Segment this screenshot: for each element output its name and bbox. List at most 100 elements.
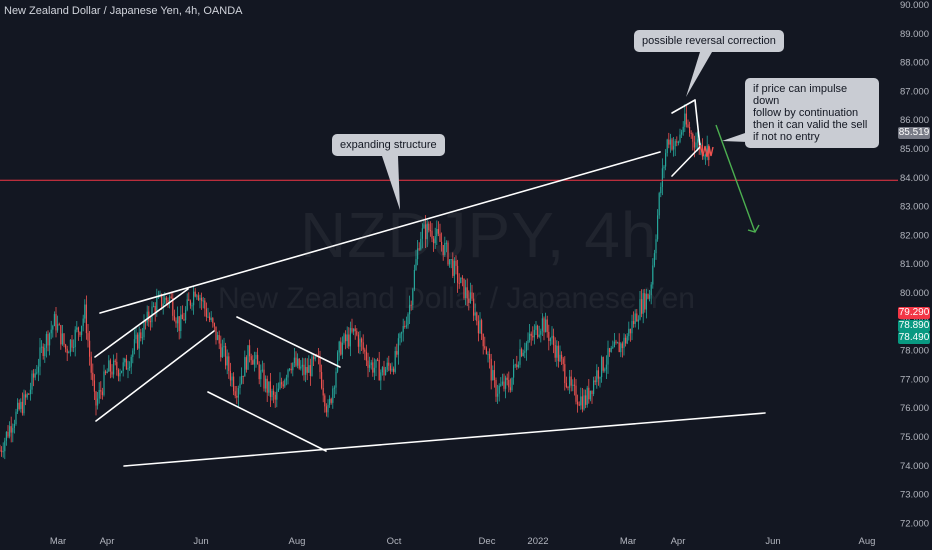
candle-body [169, 296, 171, 303]
channel-left-top[interactable] [94, 288, 189, 358]
candle-body [439, 233, 441, 242]
candle-body [260, 370, 262, 380]
candle-body [205, 308, 207, 317]
candle-body [173, 315, 175, 321]
candle-body [116, 361, 118, 370]
candle-body [703, 155, 705, 157]
candle-body [441, 241, 443, 246]
candle-body [346, 334, 348, 342]
candle-body [401, 332, 403, 334]
candle-body [527, 340, 529, 344]
candle-body [282, 384, 284, 387]
time-tick-label: Mar [50, 536, 66, 547]
candle-body [509, 387, 511, 391]
candle-body [695, 142, 697, 148]
candle-body [297, 358, 299, 366]
candle-body [661, 168, 663, 187]
down-arrow[interactable] [715, 124, 760, 233]
candle-body [380, 372, 382, 381]
lower-trendline[interactable] [123, 412, 766, 467]
candle-body [615, 341, 617, 343]
trendline-drawings[interactable] [94, 99, 766, 467]
candle-body [265, 378, 267, 389]
candle-body [10, 426, 12, 433]
candle-body [476, 312, 478, 322]
candle-body [266, 378, 268, 393]
candle-body [473, 298, 475, 316]
time-tick-label: Apr [671, 536, 686, 547]
wedge-bottom[interactable] [207, 391, 327, 452]
candle-body [233, 376, 235, 392]
candle-body [137, 334, 139, 349]
candle-body [341, 342, 343, 355]
candle-body [463, 278, 465, 299]
candle-body [335, 371, 337, 388]
candle-body [47, 334, 49, 346]
price-tick-label: 87.000 [900, 86, 929, 97]
reversal-triangle-side[interactable] [694, 99, 701, 148]
candle-body [39, 347, 41, 367]
candle-body [340, 341, 342, 355]
candle-body [180, 314, 182, 331]
candle-body [197, 295, 199, 300]
candle-body [653, 253, 655, 266]
candle-body [218, 335, 220, 344]
price-tick-label: 74.000 [900, 461, 929, 472]
candle-body [321, 372, 323, 388]
candle-body [394, 351, 396, 372]
candle-body [84, 304, 86, 319]
candle-body [319, 356, 321, 373]
candle-body [588, 387, 590, 400]
candle-body [426, 223, 428, 240]
candle-body [445, 242, 447, 244]
candle-body [293, 357, 295, 364]
candle-body [365, 351, 367, 361]
candle-body [399, 333, 401, 339]
callout-sell-note[interactable]: if price can impulse down follow by cont… [745, 78, 879, 148]
callout-reversal[interactable]: possible reversal correction [634, 30, 784, 52]
reversal-triangle-top[interactable] [671, 99, 696, 114]
candle-body [666, 139, 668, 154]
candle-body [95, 391, 97, 406]
candle-body [397, 338, 399, 355]
reversal-triangle-bottom[interactable] [671, 146, 701, 177]
candle-body [436, 229, 438, 237]
candle-body [428, 223, 430, 231]
candle-body [285, 377, 287, 381]
candle-body [250, 356, 252, 361]
candle-body [135, 334, 137, 340]
callout-expanding-structure[interactable]: expanding structure [332, 134, 445, 156]
candle-body [191, 305, 193, 307]
candle-body [122, 362, 124, 371]
candle-body [375, 359, 377, 368]
candle-body [679, 134, 681, 142]
candle-body [548, 331, 550, 342]
candle-body [685, 113, 687, 125]
wedge-top[interactable] [236, 316, 341, 368]
candle-body [533, 329, 535, 338]
upper-trendline[interactable] [99, 151, 661, 314]
candle-body [490, 358, 492, 381]
candle-body [469, 292, 471, 303]
candle-body [633, 321, 635, 324]
price-tag-green-2: 78.490 [898, 332, 930, 344]
time-axis[interactable]: Mar Apr Jun Aug Oct Dec 2022 Mar Apr Jun Aug [50, 536, 876, 547]
candle-body [522, 352, 524, 356]
price-axis[interactable]: 90.000 89.000 88.000 87.000 86.000 85.000 84.0… [900, 0, 929, 529]
candle-body [242, 375, 244, 377]
watermark-ticker: NZDJPY, 4h [300, 199, 658, 271]
candle-body [140, 332, 142, 339]
candle-body [618, 342, 620, 353]
candle-body [330, 398, 332, 403]
candle-body [450, 259, 452, 261]
channel-left-bottom[interactable] [95, 330, 215, 422]
candle-body [593, 380, 595, 394]
candle-body [575, 385, 577, 402]
candle-body [541, 318, 543, 331]
candle-body [113, 360, 115, 375]
candle-body [391, 368, 393, 371]
candle-body [524, 351, 526, 353]
candle-body [127, 368, 129, 370]
candle-body [287, 369, 289, 378]
